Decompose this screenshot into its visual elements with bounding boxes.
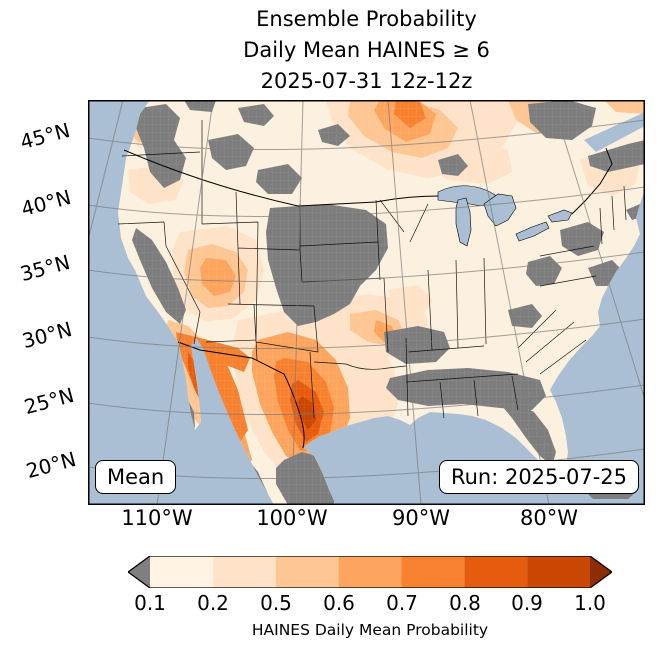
lon-axis-label-90w: 90°W [392,506,450,530]
title-line-2: Daily Mean HAINES ≥ 6 [243,38,490,62]
lat-axis-label-25n: 25°N [21,382,77,420]
title-line-1: Ensemble Probability [256,7,477,31]
colorbar-tick-1.0: 1.0 [574,591,606,615]
run-box: Run: 2025-07-25 [438,460,639,494]
lat-axis-label-35n: 35°N [17,249,73,287]
lat-axis-label-30n: 30°N [19,316,75,354]
map-canvas [88,100,645,505]
colorbar-tick-0.8: 0.8 [449,591,481,615]
colorbar-tick-0.9: 0.9 [511,591,543,615]
colorbar-title: HAINES Daily Mean Probability [251,621,489,639]
colorbar-segment-5 [401,556,465,588]
colorbar-over-arrow [590,556,612,588]
national-borders [123,147,613,449]
figure-title: Ensemble Probability Daily Mean HAINES ≥… [88,4,645,97]
mean-box: Mean [95,460,177,494]
colorbar-tick-0.2: 0.2 [197,591,229,615]
colorbar-segment-3 [275,556,339,588]
colorbar-tick-0.6: 0.6 [323,591,355,615]
colorbar-tick-0.7: 0.7 [386,591,418,615]
colorbar-segment-4 [338,556,402,588]
colorbar-tick-0.1: 0.1 [134,591,166,615]
lon-axis-label-100w: 100°W [256,506,328,530]
map-figure: Mean Run: 2025-07-25 [88,100,645,505]
colorbar-segment-6 [464,556,528,588]
lon-axis-label-110w: 110°W [121,506,193,530]
colorbar-segment-1 [150,556,213,588]
map-frame [88,100,645,505]
lat-axis-label-45n: 45°N [17,117,73,155]
colorbar-tick-0.5: 0.5 [260,591,292,615]
gridlines [88,100,645,505]
lat-axis-label-20n: 20°N [23,446,79,484]
colorbar-segment-7 [527,556,590,588]
title-line-3: 2025-07-31 12z-12z [260,69,473,93]
colorbar [128,556,612,588]
colorbar-under-arrow [128,556,150,588]
lat-axis-label-40n: 40°N [18,184,74,222]
lon-axis-label-80w: 80°W [520,506,578,530]
colorbar-segment-2 [212,556,276,588]
